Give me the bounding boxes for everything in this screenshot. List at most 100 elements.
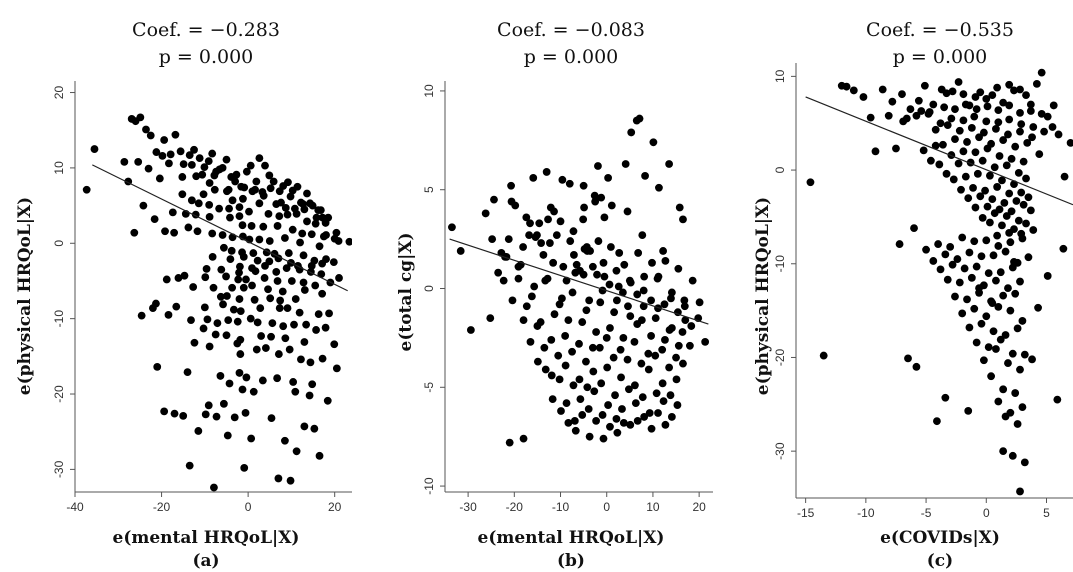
data-point	[323, 396, 332, 405]
data-point	[1004, 130, 1012, 139]
data-point	[137, 311, 146, 320]
data-point	[448, 223, 456, 232]
data-point	[203, 315, 212, 324]
data-point	[1004, 359, 1012, 367]
data-point	[298, 229, 307, 238]
data-point	[198, 170, 207, 179]
data-point	[926, 156, 935, 165]
data-point	[922, 245, 930, 254]
panel-c-label: (c)	[927, 551, 953, 571]
data-point	[988, 195, 997, 204]
data-point	[637, 359, 646, 368]
data-point	[255, 154, 264, 163]
data-point	[1029, 226, 1038, 234]
data-point	[247, 222, 256, 230]
data-point	[1019, 200, 1028, 209]
data-point	[583, 383, 592, 392]
data-point	[1011, 389, 1020, 397]
data-point	[983, 144, 992, 153]
data-point	[878, 85, 887, 94]
data-point	[961, 172, 970, 181]
data-point	[655, 183, 663, 192]
data-point	[295, 308, 304, 317]
data-point	[311, 219, 320, 228]
data-point	[283, 304, 292, 312]
data-point	[235, 212, 244, 221]
data-point	[519, 434, 528, 443]
data-point	[264, 285, 272, 294]
data-point	[963, 138, 971, 146]
data-point	[314, 310, 323, 319]
data-point	[871, 147, 880, 156]
data-point	[267, 332, 275, 341]
data-point	[951, 135, 959, 144]
data-point	[540, 343, 549, 352]
data-point	[1005, 115, 1014, 124]
data-point	[136, 113, 145, 122]
data-point	[456, 247, 465, 255]
data-point	[612, 414, 621, 423]
data-point	[290, 320, 298, 329]
panel-b-y-tick-label: 0	[422, 285, 436, 292]
data-point	[575, 339, 583, 348]
data-point	[960, 264, 969, 273]
data-point	[170, 409, 179, 418]
panel-b-pvalue: p = 0.000	[524, 46, 619, 68]
data-point	[194, 199, 203, 208]
data-point	[286, 192, 295, 201]
data-point	[561, 332, 570, 340]
data-point	[988, 299, 997, 308]
data-point	[303, 217, 311, 226]
data-point	[202, 265, 211, 273]
data-point	[654, 409, 662, 417]
data-point	[606, 243, 615, 251]
data-point	[224, 316, 233, 325]
data-point	[172, 302, 181, 311]
data-point	[238, 385, 247, 394]
data-point	[994, 302, 1003, 311]
data-point	[1018, 403, 1027, 412]
data-point	[216, 292, 225, 301]
data-point	[205, 342, 214, 351]
data-point	[176, 147, 185, 156]
data-point	[234, 275, 243, 284]
data-point	[583, 247, 592, 255]
data-point	[1002, 161, 1011, 170]
data-point	[609, 353, 618, 362]
data-point	[596, 298, 605, 307]
data-point	[955, 126, 964, 135]
data-point	[993, 183, 1002, 191]
data-point	[994, 118, 1003, 127]
data-point	[223, 292, 231, 300]
data-point	[984, 269, 993, 278]
data-point	[530, 282, 539, 291]
data-point	[948, 260, 957, 269]
data-point	[597, 379, 606, 388]
data-point	[679, 359, 687, 368]
data-point	[90, 145, 99, 153]
data-point	[983, 102, 992, 111]
data-point	[606, 324, 614, 332]
data-point	[261, 161, 269, 170]
data-point	[648, 258, 656, 267]
data-point	[170, 228, 179, 237]
data-point	[556, 217, 565, 226]
data-point	[199, 324, 208, 333]
data-point	[595, 343, 604, 352]
data-point	[594, 162, 602, 170]
data-point	[200, 163, 209, 172]
data-point	[951, 292, 959, 301]
data-point	[667, 288, 676, 297]
data-point	[988, 91, 997, 100]
data-point	[612, 266, 621, 275]
data-point	[687, 322, 696, 330]
data-point	[281, 334, 290, 343]
data-point	[547, 335, 556, 344]
data-point	[978, 213, 987, 222]
panel-a-ylabel: e(physical HRQoL|X)	[15, 197, 35, 395]
data-point	[549, 258, 558, 267]
data-point	[264, 209, 273, 218]
data-point	[278, 287, 287, 296]
data-point	[240, 463, 249, 472]
